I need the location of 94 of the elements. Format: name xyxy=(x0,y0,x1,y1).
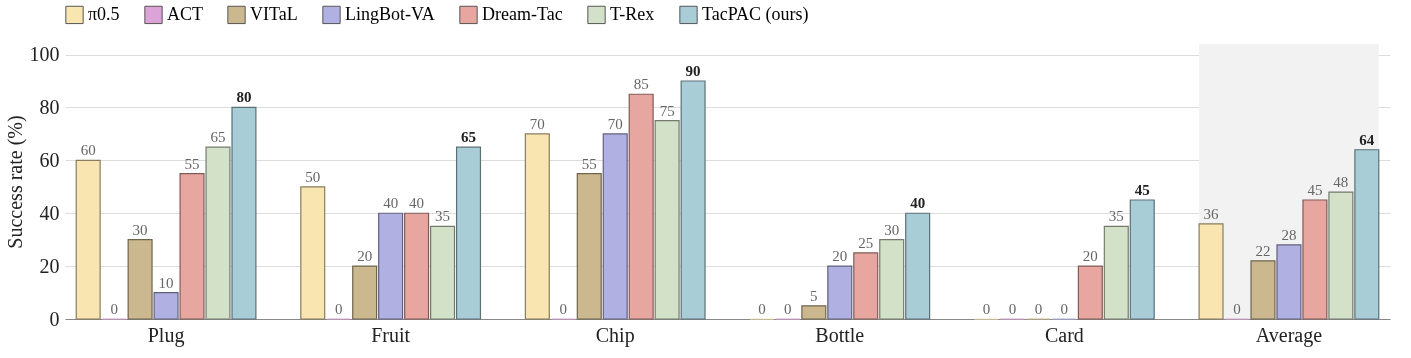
data-label: 65 xyxy=(461,129,477,146)
data-label: 40 xyxy=(409,195,425,212)
bar xyxy=(1250,260,1276,320)
legend-label: Dream-Tac xyxy=(482,3,563,24)
data-label: 70 xyxy=(529,115,545,132)
data-label: 0 xyxy=(110,301,118,317)
bar xyxy=(1302,199,1328,320)
bar xyxy=(524,133,550,320)
bar xyxy=(300,186,326,320)
data-label: 0 xyxy=(1034,301,1043,317)
data-label: 90 xyxy=(685,63,701,80)
bar xyxy=(378,212,404,320)
data-label: 20 xyxy=(832,248,848,265)
bar xyxy=(680,80,706,320)
data-label: 50 xyxy=(305,168,321,185)
legend-label: VITaL xyxy=(250,3,298,24)
data-label: 0 xyxy=(982,301,991,317)
data-label: 80 xyxy=(236,89,252,106)
data-label: 35 xyxy=(1108,208,1124,225)
bar xyxy=(1077,265,1103,320)
data-label: 0 xyxy=(1060,301,1069,317)
bar xyxy=(153,291,179,320)
bar xyxy=(602,133,628,320)
bar xyxy=(1129,199,1155,320)
bar xyxy=(654,120,680,320)
bar xyxy=(75,159,101,320)
data-label: 64 xyxy=(1359,131,1375,148)
y-axis-title: Success rate (%) xyxy=(3,115,27,249)
bar xyxy=(801,305,827,320)
data-label: 75 xyxy=(659,102,675,119)
data-label: 0 xyxy=(334,301,343,317)
bar xyxy=(628,93,654,320)
y-tick-label: 0 xyxy=(49,307,60,330)
bar xyxy=(404,212,430,320)
data-label: 0 xyxy=(758,301,766,317)
data-label: 35 xyxy=(435,208,451,225)
bar xyxy=(231,106,257,320)
data-label: 85 xyxy=(633,76,649,93)
data-label: 0 xyxy=(1008,301,1017,317)
bar xyxy=(127,239,153,320)
bar xyxy=(205,146,231,320)
data-label: 45 xyxy=(1307,182,1323,199)
bar xyxy=(179,172,205,320)
data-label: 40 xyxy=(910,195,926,212)
bar xyxy=(853,252,879,320)
y-tick-label: 20 xyxy=(39,254,60,277)
bar xyxy=(1103,225,1129,320)
data-label: 0 xyxy=(1233,301,1241,317)
legend-label: TacPAC (ours) xyxy=(702,3,809,25)
legend-label: π0.5 xyxy=(88,3,120,24)
legend-label: ACT xyxy=(167,3,203,24)
data-label: 0 xyxy=(559,301,568,317)
bar xyxy=(1354,149,1380,320)
data-label: 30 xyxy=(884,221,900,238)
data-label: 55 xyxy=(184,155,200,172)
bar xyxy=(905,212,931,320)
y-tick-label: 100 xyxy=(29,43,60,66)
bar xyxy=(827,265,853,320)
legend-label: T-Rex xyxy=(610,3,655,24)
data-label: 30 xyxy=(132,221,148,238)
data-label: 65 xyxy=(210,129,226,146)
data-label: 5 xyxy=(810,287,818,304)
x-tick-label: Fruit xyxy=(371,323,411,346)
data-label: 20 xyxy=(357,248,373,265)
data-label: 40 xyxy=(383,195,399,212)
bar xyxy=(455,146,482,320)
x-tick-label: Card xyxy=(1044,323,1084,346)
bar xyxy=(879,239,905,320)
bar xyxy=(430,225,456,320)
bar xyxy=(352,265,378,320)
data-label: 22 xyxy=(1255,242,1271,259)
data-label: 45 xyxy=(1134,182,1150,199)
data-label: 20 xyxy=(1082,248,1098,265)
legend-label: LingBot-VA xyxy=(345,3,435,24)
data-label: 48 xyxy=(1333,174,1349,191)
data-label: 28 xyxy=(1281,226,1297,243)
data-label: 10 xyxy=(158,274,174,291)
y-tick-label: 80 xyxy=(39,95,60,118)
x-tick-label: Chip xyxy=(595,323,635,347)
x-tick-label: Average xyxy=(1255,323,1323,347)
x-tick-label: Plug xyxy=(147,323,185,347)
y-tick-label: 60 xyxy=(39,148,60,171)
y-tick-label: 40 xyxy=(39,201,60,224)
data-label: 25 xyxy=(858,234,874,251)
data-label: 36 xyxy=(1203,205,1220,222)
data-label: 60 xyxy=(80,142,96,159)
bar xyxy=(1276,244,1302,320)
data-label: 0 xyxy=(784,301,792,317)
data-label: 70 xyxy=(607,115,623,132)
bar xyxy=(1198,223,1224,320)
data-label: 55 xyxy=(581,155,597,172)
bar xyxy=(576,172,602,320)
x-tick-label: Bottle xyxy=(815,323,865,346)
bar xyxy=(1328,191,1354,320)
